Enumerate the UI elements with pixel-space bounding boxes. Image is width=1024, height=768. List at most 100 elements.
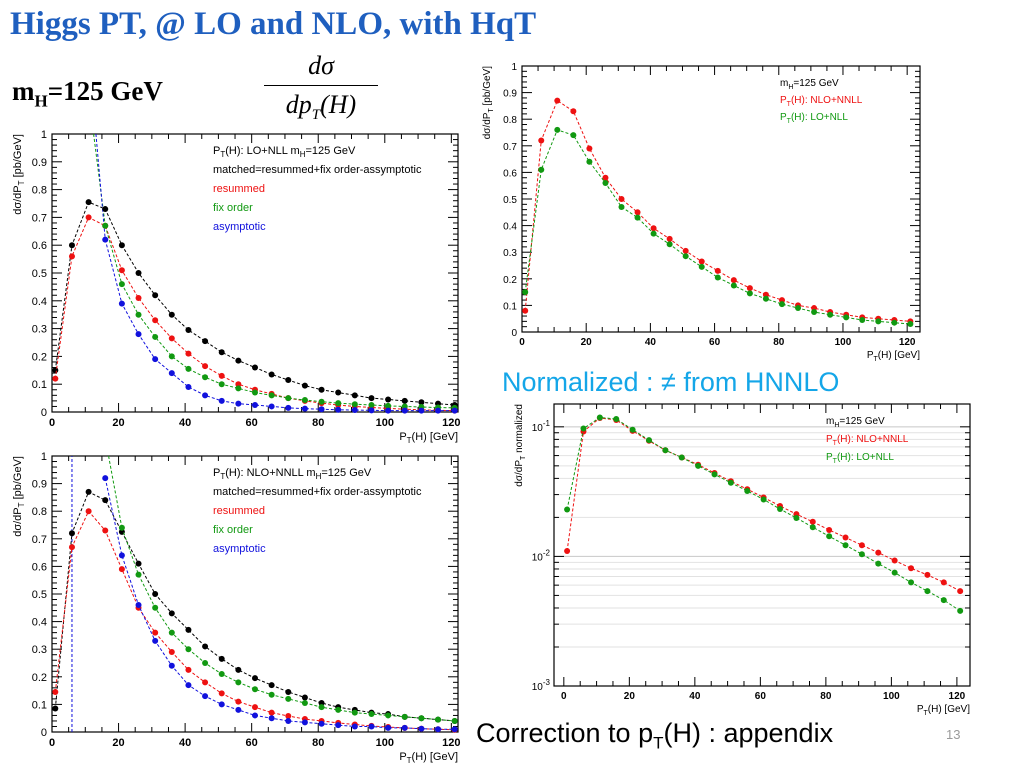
- series-line-blue: [104, 239, 455, 412]
- y-tick-label: 0.8: [32, 185, 47, 197]
- x-tick-label: 80: [773, 337, 785, 348]
- higgs-mass-label: mH=125 GeV: [12, 76, 163, 111]
- data-point-black: [218, 349, 225, 356]
- data-point-black: [135, 560, 142, 567]
- curve-green: [93, 133, 106, 226]
- data-point-blue: [385, 407, 392, 414]
- data-point-green: [957, 607, 964, 614]
- data-point-red: [118, 267, 125, 274]
- data-point-blue: [318, 406, 325, 413]
- data-point-green: [235, 679, 242, 686]
- data-point-blue: [401, 407, 408, 414]
- y-tick-label: 0.5: [32, 589, 47, 601]
- data-point-green: [858, 551, 865, 558]
- series-line-green: [104, 225, 455, 409]
- y-tick-label: 0.9: [503, 89, 517, 100]
- y-tick-label: 0.3: [32, 324, 47, 336]
- data-point-red: [730, 277, 737, 284]
- data-point-green: [351, 709, 358, 716]
- legend-entry: PT​(H): NLO+NNLL: [780, 95, 863, 108]
- data-point-green: [666, 241, 673, 248]
- data-point-green: [875, 318, 882, 325]
- y-tick-label: 0.7: [32, 534, 47, 546]
- data-point-blue: [185, 383, 192, 390]
- data-point-blue: [202, 392, 209, 399]
- legend-entry: resummed: [213, 505, 265, 517]
- data-point-black: [152, 292, 159, 299]
- plot-frame: [553, 403, 971, 687]
- y-tick-label: 1: [511, 62, 517, 73]
- chart-lo-nll: 0 0.1 0.2 0.3 0.4 0.5 0.6 0.7 0.8 0.9 1 0 20 40 60 80 10…: [12, 129, 461, 445]
- plot-frame: [51, 133, 459, 413]
- data-point-black: [385, 396, 392, 403]
- x-tick-label: 80: [312, 737, 324, 749]
- legend-entry: fix order: [213, 524, 253, 536]
- y-tick-label: 0.1: [32, 699, 47, 711]
- data-point-red: [586, 145, 593, 152]
- data-point-red: [602, 174, 609, 181]
- data-point-blue: [268, 715, 275, 722]
- data-point-black: [268, 371, 275, 378]
- x-tick-label: 60: [246, 737, 258, 749]
- data-point-red: [68, 253, 75, 260]
- data-point-blue: [218, 701, 225, 708]
- data-point-black: [152, 591, 159, 597]
- legend-entry: resummed: [213, 183, 265, 195]
- data-point-black: [368, 395, 375, 402]
- data-point-black: [102, 206, 109, 213]
- data-point-green: [795, 305, 802, 312]
- data-point-blue: [335, 722, 342, 729]
- legend-entry: PT​(H): NLO+NNLL mH​=125 GeV: [213, 467, 372, 481]
- data-point-green: [135, 571, 142, 578]
- chart-comparison: 0 0.1 0.2 0.3 0.4 0.5 0.6 0.7 0.8 0.9 1 0 20 40 60 80 10…: [482, 62, 921, 363]
- data-point-green: [746, 290, 753, 297]
- data-point-black: [168, 311, 175, 318]
- data-point-black: [202, 338, 209, 345]
- data-point-blue: [285, 404, 292, 411]
- data-point-red: [235, 381, 242, 388]
- plot-frame: [521, 65, 921, 333]
- data-point-green: [118, 524, 125, 531]
- data-point-red: [891, 557, 898, 564]
- y-tick-label: 0.2: [32, 351, 47, 363]
- data-point-red: [202, 679, 209, 686]
- data-point-blue: [168, 370, 175, 377]
- data-point-green: [318, 704, 325, 711]
- y-tick-label: 0.2: [503, 275, 517, 286]
- chart-nlo-nnll: 0 0.1 0.2 0.3 0.4 0.5 0.6 0.7 0.8 0.9 1 0 20 40 60 80 10…: [12, 451, 461, 765]
- data-point-green: [385, 402, 392, 409]
- y-axis-label: dσ/dPT​ [pb/GeV]: [12, 456, 26, 537]
- data-point-green: [778, 301, 785, 308]
- y-tick-label: 0.6: [32, 561, 47, 573]
- data-point-black: [102, 497, 109, 504]
- data-point-green: [435, 716, 442, 723]
- data-point-black: [185, 626, 192, 633]
- data-point-red: [285, 712, 292, 719]
- legend-entry: asymptotic: [213, 221, 266, 233]
- data-point-blue: [351, 723, 358, 730]
- data-point-green: [152, 333, 159, 340]
- data-point-green: [629, 426, 636, 433]
- data-point-green: [285, 695, 292, 702]
- data-point-green: [827, 311, 834, 318]
- data-point-black: [218, 655, 225, 662]
- data-point-black: [318, 386, 325, 393]
- x-tick-label: 120: [899, 337, 916, 348]
- data-point-red: [538, 137, 545, 144]
- x-tick-label: 120: [442, 417, 460, 429]
- data-point-blue: [301, 719, 308, 726]
- x-tick-label: 80: [820, 691, 832, 702]
- data-point-green: [586, 158, 593, 165]
- y-axis-label: dσ/dPT​ [pb/GeV]: [12, 134, 26, 215]
- data-point-red: [698, 258, 705, 265]
- data-point-red: [68, 544, 75, 551]
- y-tick-label: 0.9: [32, 157, 47, 169]
- x-tick-label: 0: [49, 417, 55, 429]
- x-axis-label: PT​(H) [GeV]: [917, 704, 970, 717]
- data-point-blue: [102, 236, 109, 243]
- data-point-green: [826, 533, 833, 540]
- data-point-black: [202, 643, 209, 650]
- data-point-blue: [418, 725, 425, 732]
- x-axis-label: PT​(H) [GeV]: [399, 431, 458, 445]
- x-tick-label: 0: [561, 691, 567, 702]
